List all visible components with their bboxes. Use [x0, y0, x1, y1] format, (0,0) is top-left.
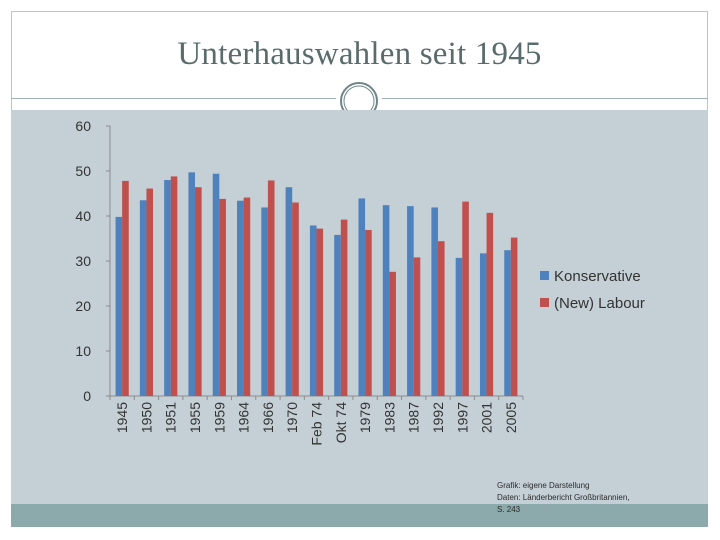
bar-labour	[316, 228, 324, 396]
legend-label: Konservative	[554, 268, 641, 285]
source-line: Grafik: eigene Darstellung	[497, 481, 590, 490]
bar-labour	[462, 201, 469, 396]
bottom-band	[11, 504, 708, 527]
bar-konservative	[382, 205, 390, 396]
bar-konservative	[309, 225, 317, 396]
slide-title: Unterhauswahlen seit 1945	[177, 36, 542, 72]
bar-konservative	[139, 200, 147, 396]
bar-konservative	[212, 173, 220, 396]
x-tick-label: 1964	[236, 402, 252, 433]
bar-konservative	[164, 180, 171, 396]
bar-labour	[389, 271, 396, 396]
bar-konservative	[115, 216, 123, 396]
bar-konservative	[431, 207, 438, 396]
bar-labour	[219, 198, 226, 396]
bar-konservative	[334, 234, 341, 396]
x-tick-label: 1997	[454, 402, 470, 433]
bar-labour	[195, 187, 202, 396]
legend-label: (New) Labour	[554, 295, 645, 312]
y-tick-label: 20	[75, 298, 91, 314]
x-tick-label: 1959	[211, 402, 227, 433]
x-tick-label: 1987	[406, 402, 422, 433]
y-tick-label: 10	[75, 343, 91, 359]
bar-konservative	[358, 198, 366, 396]
bar-labour	[486, 212, 494, 396]
bar-labour	[365, 229, 372, 396]
bar-konservative	[479, 253, 487, 396]
bar-labour	[510, 237, 518, 396]
source-line: Daten: Länderbericht Großbritannien,	[497, 493, 630, 502]
y-tick-label: 0	[83, 388, 91, 404]
bar-labour	[170, 176, 178, 396]
bar-labour	[437, 241, 445, 396]
bar-labour	[292, 202, 299, 396]
x-tick-label: 1945	[114, 402, 130, 433]
x-tick-label: 1966	[260, 402, 276, 433]
bar-konservative	[407, 206, 414, 396]
bar-labour	[146, 188, 154, 396]
x-tick-label: 1950	[138, 402, 154, 433]
y-tick-label: 30	[75, 253, 91, 269]
bar-labour	[267, 180, 275, 396]
bar-konservative	[285, 187, 293, 396]
x-tick-label: 1951	[163, 402, 179, 433]
bar-konservative	[261, 207, 268, 396]
x-tick-label: 2005	[503, 402, 519, 433]
source-line: S. 243	[497, 505, 521, 514]
x-tick-label: 1992	[430, 402, 446, 433]
legend-swatch	[540, 271, 549, 280]
x-tick-label: Okt 74	[333, 402, 349, 443]
x-tick-label: 2001	[479, 402, 495, 433]
x-tick-label: Feb 74	[309, 402, 325, 446]
bar-labour	[122, 180, 129, 396]
legend-swatch	[540, 298, 549, 307]
bar-konservative	[455, 257, 463, 396]
y-tick-label: 40	[75, 208, 91, 224]
y-tick-label: 50	[75, 163, 91, 179]
bar-konservative	[188, 172, 196, 396]
bar-labour	[413, 257, 421, 396]
bar-konservative	[237, 200, 244, 396]
x-tick-label: 1955	[187, 402, 203, 433]
bar-labour	[243, 197, 251, 396]
source-note: Grafik: eigene Darstellung Daten: Länder…	[497, 480, 697, 516]
bar-konservative	[504, 250, 511, 396]
x-tick-label: 1979	[357, 402, 373, 433]
x-tick-label: 1983	[381, 402, 397, 433]
x-tick-label: 1970	[284, 402, 300, 433]
bar-labour	[340, 219, 348, 396]
y-tick-label: 60	[75, 118, 91, 134]
